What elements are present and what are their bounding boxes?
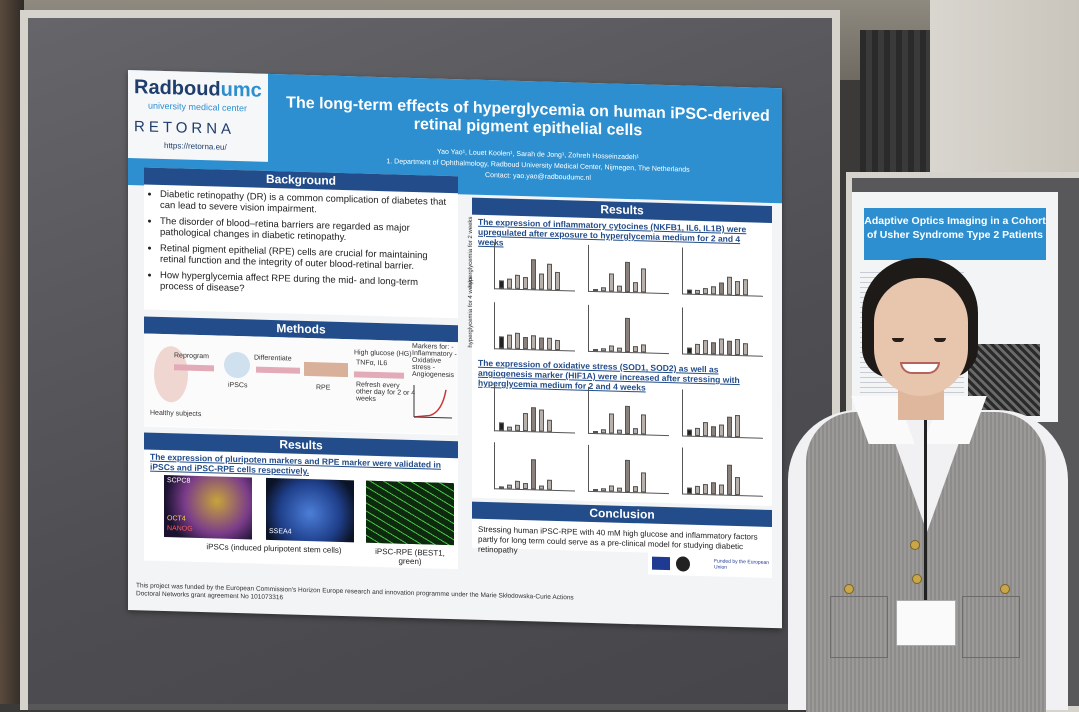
funder-logos: Funded by the European Union [648,552,772,578]
rpe-wells-icon [304,361,348,378]
chart-row-4w-b [478,442,768,498]
smile [900,362,940,374]
list-item: How hyperglycemia affect RPE during the … [160,270,448,300]
arrow-icon [354,371,404,379]
mini-bar-chart [682,389,763,439]
chart-row-4w: hyperglycemia for 4 weeks [468,276,768,358]
funding-footer: This project was funded by the European … [136,582,574,602]
portrait-icon [676,556,690,572]
methods-section: Methods Reprogram iPSCs Differentiate RP… [144,316,458,436]
name-badge [896,600,956,646]
chart-row-2w-b [478,384,768,440]
growth-curve-icon [413,384,452,419]
poster2-title: Adaptive Optics Imaging in a Cohort of U… [864,208,1046,260]
retorna-logo: RETORNA [134,118,236,138]
mini-bar-chart [494,242,575,292]
vest-button [1000,584,1010,594]
person-face [874,278,968,396]
vest-pocket [830,596,888,658]
mini-bar-chart [494,384,575,434]
eye-icon [934,338,946,342]
mini-bar-chart [682,307,763,357]
eye-icon [892,338,904,342]
eu-flag-icon [652,556,670,571]
chart-row-2w: hyperglycemia for 2 weeks [468,216,768,298]
ipsc-caption: iPSCs (induced pluripotent stem cells) [206,542,342,555]
list-item: Retinal pigment epithelial (RPE) cells a… [160,243,448,273]
vest-button [912,574,922,584]
list-item: Diabetic retinopathy (DR) is a common co… [160,189,448,219]
mini-bar-chart [494,442,575,492]
ipsc-image: SCPC8 OCT4 NANOG [164,475,252,540]
lanyard [924,420,927,600]
vest-pocket [962,596,1020,658]
list-item: The disorder of blood–retina barriers ar… [160,216,448,246]
mini-bar-chart [588,304,669,355]
ssea4-image: SSEA4 [266,477,354,543]
poster-title: The long-term effects of hyperglycemia o… [286,94,770,140]
ipsc-rpe-caption: iPSC-RPE (BEST1, green) [375,546,445,567]
arrow-icon [174,364,214,372]
research-poster: Radboudumc university medical center RET… [128,70,782,629]
results-right-section: Results The expression of inflammatory c… [468,197,772,506]
arrow-icon [256,366,300,374]
conclusion-heading: Conclusion [472,501,772,527]
mini-bar-chart [682,447,763,497]
mini-bar-chart [588,244,669,295]
vest-button [844,584,854,594]
mini-bar-chart [682,247,763,297]
ipsc-rpe-image [366,480,454,546]
mini-bar-chart [494,302,575,352]
radboudumc-logo: Radboudumc university medical center RET… [128,70,268,162]
conclusion-section: Conclusion Stressing human iPSC-RPE with… [472,501,772,556]
results-left-section: Results The expression of pluripoten mar… [144,432,458,570]
background-section: Background Diabetic retinopathy (DR) is … [144,167,458,319]
mini-bar-chart [588,444,669,495]
project-url: https://retorna.eu/ [164,141,227,152]
ipsc-cluster-icon [224,351,250,379]
background-list: Diabetic retinopathy (DR) is a common co… [160,189,448,300]
mini-bar-chart [588,386,669,437]
methods-diagram: Reprogram iPSCs Differentiate RPE High g… [144,333,458,435]
vest-button [910,540,920,550]
